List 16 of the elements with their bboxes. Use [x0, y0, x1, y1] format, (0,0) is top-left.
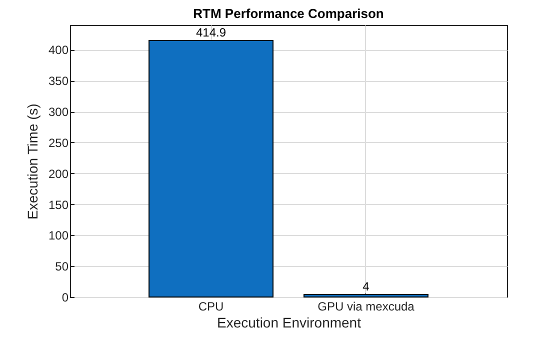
- data-label: 414.9: [196, 26, 226, 40]
- x-tick-label: GPU via mexcuda: [318, 300, 415, 314]
- y-tick-label: 350: [48, 74, 69, 88]
- y-tick-label: 250: [48, 136, 69, 150]
- x-axis-title: Execution Environment: [217, 314, 362, 330]
- y-axis-title: Execution Time (s): [24, 104, 40, 220]
- y-tick-label: 400: [48, 43, 69, 58]
- y-tick-label: 300: [48, 105, 69, 120]
- y-tick-label: 200: [48, 166, 69, 181]
- y-tick-label: 150: [48, 198, 69, 212]
- y-tick-label: 100: [48, 228, 69, 243]
- x-tick-label: CPU: [198, 300, 224, 314]
- data-label: 4: [362, 280, 370, 294]
- chart-title: RTM Performance Comparison: [193, 6, 384, 21]
- y-tick-label: 50: [55, 260, 69, 274]
- y-tick-label: 0: [62, 290, 69, 304]
